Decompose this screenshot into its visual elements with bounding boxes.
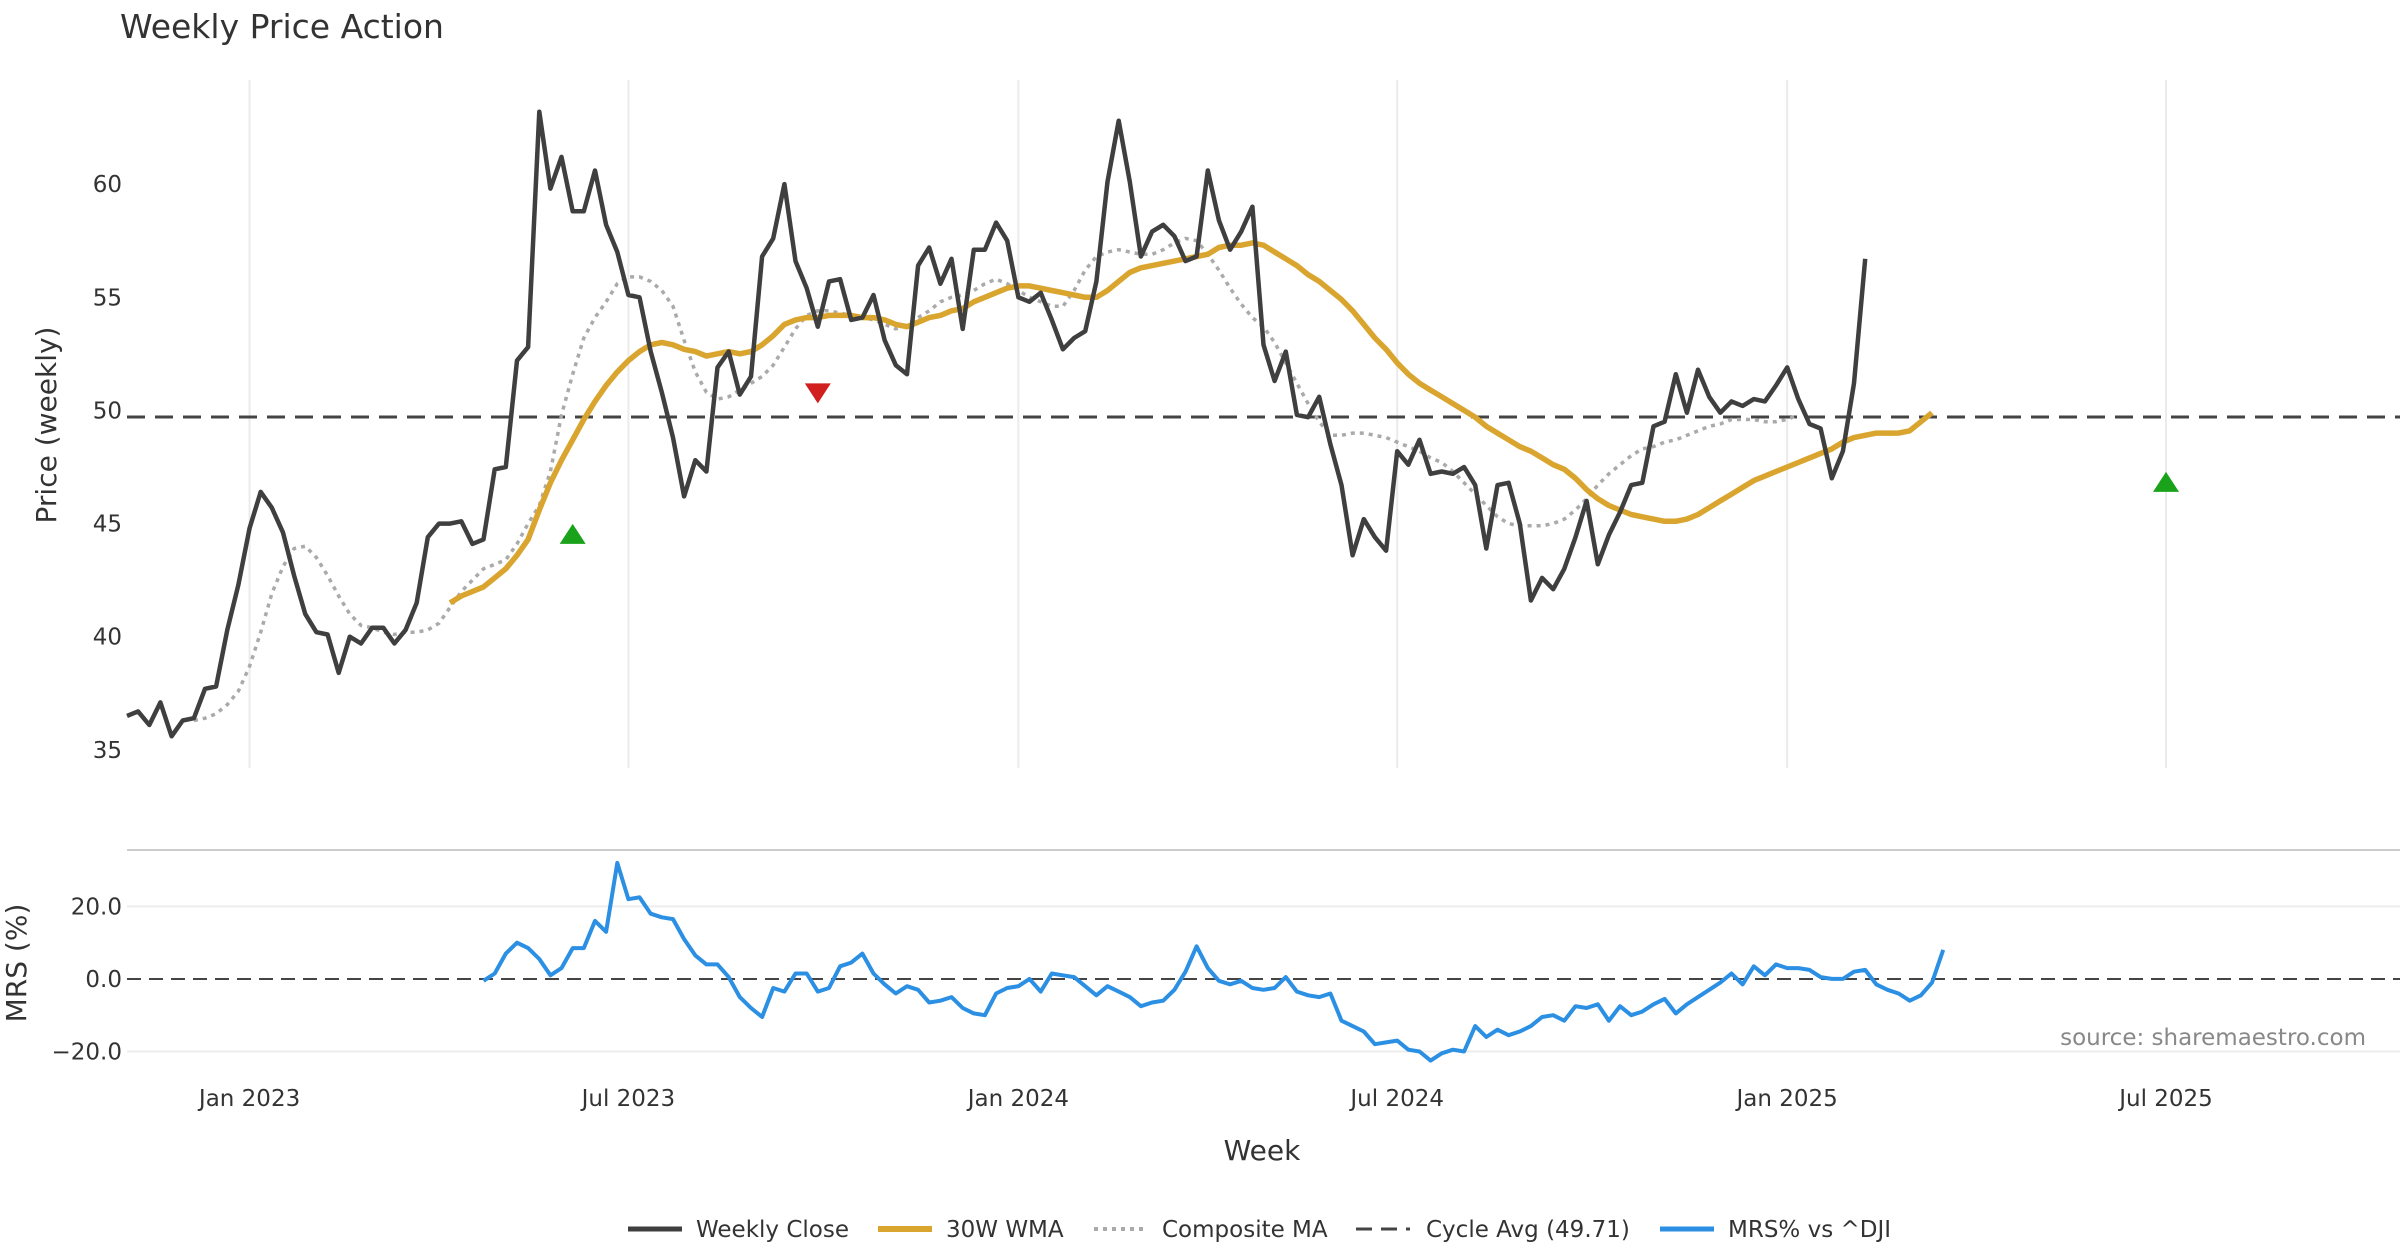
chart-title: Weekly Price Action: [120, 7, 444, 46]
x-tick-label: Jul 2023: [580, 1086, 676, 1112]
legend-label-30w-wma: 30W WMA: [946, 1217, 1064, 1243]
x-axis-label: Week: [1224, 1134, 1301, 1167]
price-y-tick-label: 35: [93, 738, 122, 764]
price-y-tick-label: 40: [93, 625, 122, 651]
price-y-tick-label: 55: [93, 285, 122, 311]
x-tick-label: Jul 2024: [1348, 1086, 1444, 1112]
mrs-y-axis: 20.0 0.0 −20.0: [52, 894, 122, 1065]
legend: Weekly Close 30W WMA Composite MA Cycle …: [628, 1217, 1891, 1243]
mrs-y-tick-label: 0.0: [85, 967, 122, 993]
legend-label-mrs: MRS% vs ^DJI: [1728, 1217, 1891, 1243]
mrs-gridlines: [127, 905, 2400, 1053]
price-y-tick-label: 60: [93, 172, 122, 198]
series-composite-ma: [193, 236, 1799, 723]
mrs-y-axis-label: MRS (%): [0, 904, 33, 1023]
mrs-y-tick-label: −20.0: [52, 1039, 122, 1065]
price-y-axis: 35 40 45 50 55 60: [93, 172, 122, 764]
legend-label-weekly-close: Weekly Close: [696, 1217, 849, 1243]
x-axis: Jan 2023 Jul 2023 Jan 2024 Jul 2024 Jan 2025…: [197, 1086, 2213, 1112]
series-weekly-close: [126, 109, 1868, 739]
sell-signal-marker: [804, 383, 831, 404]
buy-signal-marker: [559, 523, 586, 544]
price-y-tick-label: 50: [93, 398, 122, 424]
x-tick-label: Jan 2025: [1735, 1086, 1838, 1112]
x-tick-label: Jan 2023: [197, 1086, 300, 1112]
price-y-axis-label: Price (weekly): [30, 327, 63, 524]
signal-markers: [559, 383, 2180, 544]
mrs-y-tick-label: 20.0: [71, 894, 122, 920]
price-series: [126, 109, 1934, 739]
x-gridlines: [248, 80, 2168, 768]
legend-label-cycle-avg: Cycle Avg (49.71): [1426, 1217, 1630, 1243]
series-mrs: [482, 860, 1946, 1063]
legend-label-composite-ma: Composite MA: [1162, 1217, 1328, 1243]
series-30w-wma: [448, 240, 1934, 606]
x-tick-label: Jul 2025: [2117, 1086, 2213, 1112]
price-y-tick-label: 45: [93, 512, 122, 538]
source-annotation: source: sharemaestro.com: [2060, 1025, 2366, 1051]
x-tick-label: Jan 2024: [966, 1086, 1069, 1112]
buy-signal-marker: [2153, 471, 2180, 492]
